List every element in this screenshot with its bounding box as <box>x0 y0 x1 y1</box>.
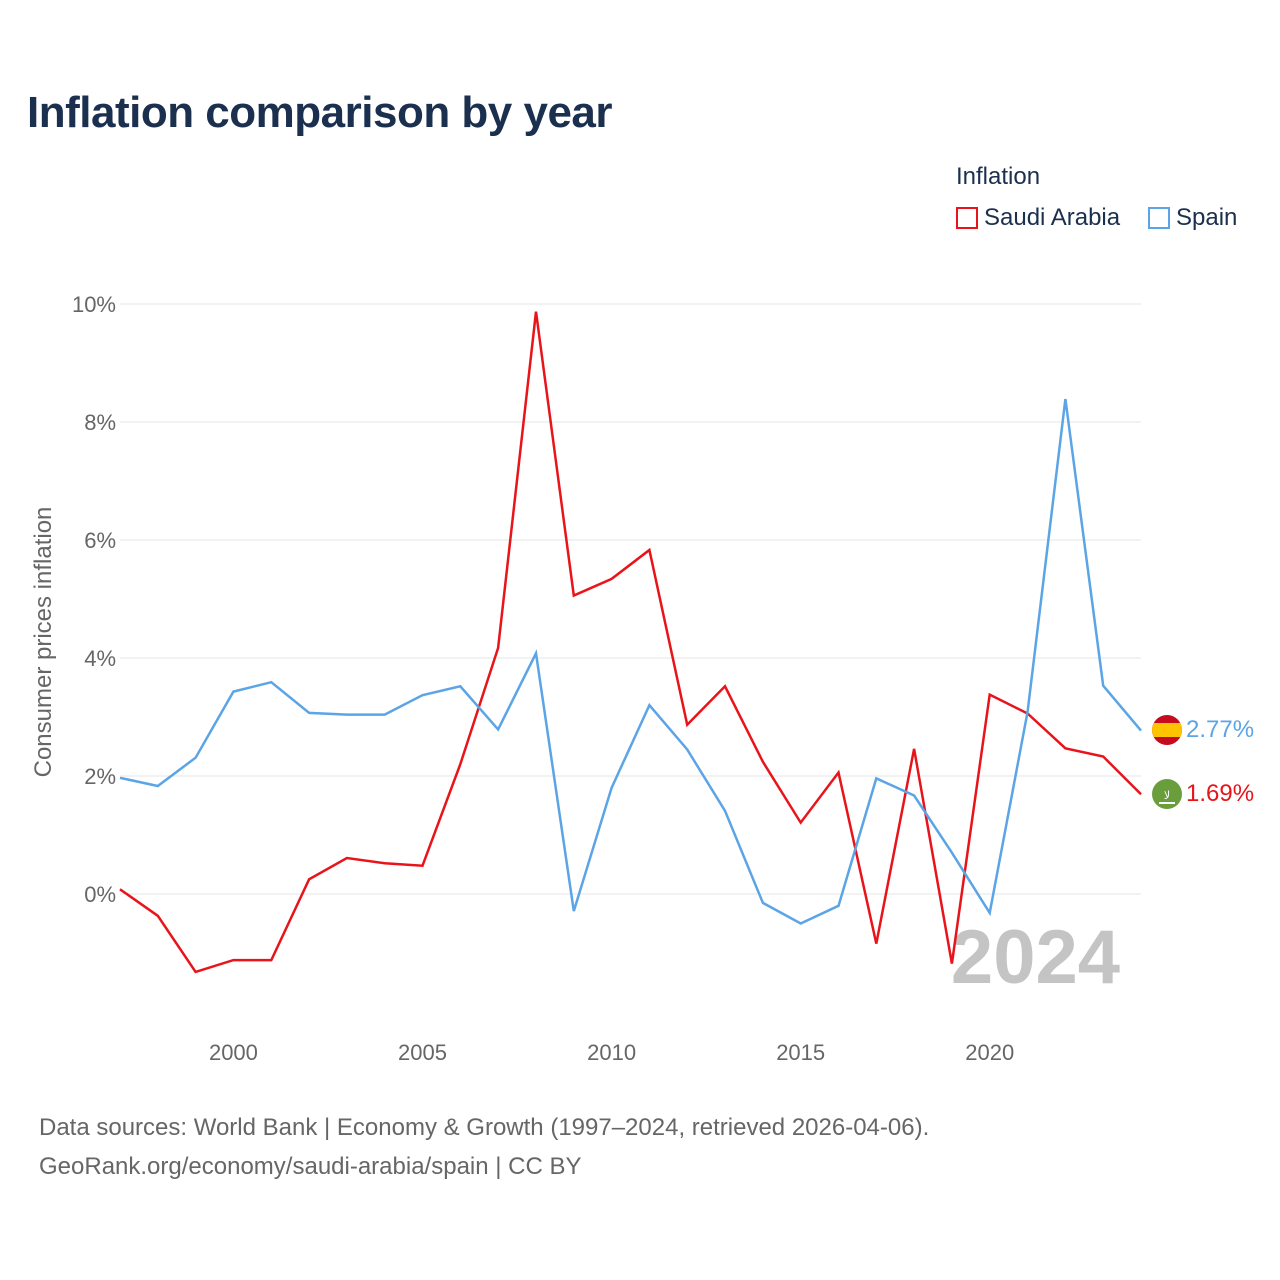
legend-label-saudi-arabia: Saudi Arabia <box>984 204 1121 231</box>
legend-item-saudi-arabia[interactable]: Saudi Arabia <box>956 204 1120 232</box>
svg-text:لا: لا <box>1164 790 1170 802</box>
series-line-saudi-arabia <box>119 311 1142 974</box>
saudi-arabia-flag-icon: لا <box>1152 779 1182 809</box>
legend-swatch-spain <box>1148 207 1170 229</box>
series-lines <box>119 311 1142 974</box>
y-tick-label: 6% <box>84 528 116 553</box>
end-label-spain: 2.77% <box>1186 716 1254 743</box>
line-chart: 0% 2% 4% 6% 8% 10% 2000 2005 2010 2015 2020 Consu… <box>30 292 1254 1065</box>
spain-flag-icon <box>1152 715 1182 745</box>
grid-lines <box>120 303 1141 895</box>
x-tick-label: 2020 <box>965 1040 1014 1065</box>
series-line-spain <box>119 398 1142 925</box>
y-tick-label: 4% <box>84 646 116 671</box>
x-axis-ticks: 2000 2005 2010 2015 2020 <box>209 1040 1014 1065</box>
chart-title: Inflation comparison by year <box>27 88 613 137</box>
x-tick-label: 2005 <box>398 1040 447 1065</box>
x-tick-label: 2010 <box>587 1040 636 1065</box>
y-tick-label: 0% <box>84 882 116 907</box>
y-tick-label: 10% <box>72 292 116 317</box>
source-line-1: Data sources: World Bank | Economy & Gro… <box>39 1114 930 1141</box>
x-tick-label: 2000 <box>209 1040 258 1065</box>
end-label-saudi-arabia: 1.69% <box>1186 780 1254 807</box>
source-note: Data sources: World Bank | Economy & Gro… <box>39 1108 929 1186</box>
legend-title: Inflation <box>956 163 1041 190</box>
legend-swatch-saudi-arabia <box>956 207 978 229</box>
y-axis-ticks: 0% 2% 4% 6% 8% 10% <box>72 292 116 907</box>
year-watermark: 2024 <box>951 915 1120 1000</box>
y-axis-label: Consumer prices inflation <box>30 507 57 778</box>
legend-item-spain[interactable]: Spain <box>1148 204 1237 232</box>
source-line-2[interactable]: GeoRank.org/economy/saudi-arabia/spain |… <box>39 1153 582 1180</box>
y-tick-label: 2% <box>84 764 116 789</box>
legend-label-spain: Spain <box>1176 204 1238 231</box>
x-tick-label: 2015 <box>776 1040 825 1065</box>
y-tick-label: 8% <box>84 410 116 435</box>
